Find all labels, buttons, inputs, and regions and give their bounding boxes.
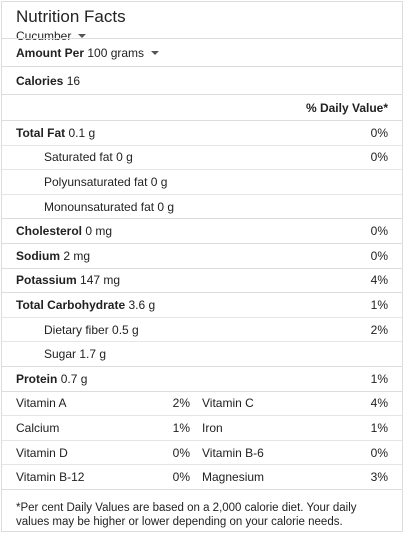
vitamin-name: Vitamin C: [202, 396, 254, 411]
nutrient-percent: 1%: [370, 371, 388, 386]
vitamin-name: Vitamin B-12: [16, 470, 85, 485]
nutrient-name: Cholesterol: [16, 224, 83, 239]
nutrient-name: Potassium: [16, 273, 77, 288]
nutrient-amount: 0 g: [116, 150, 133, 165]
vitamin-name: Magnesium: [202, 470, 265, 485]
vitamin-percent: 3%: [370, 470, 388, 485]
vitamin-percent: 0%: [370, 445, 388, 460]
nutrient-name: Polyunsaturated fat: [44, 174, 148, 189]
vitamin-name: Calcium: [16, 420, 60, 435]
vitamin-name: Vitamin A: [16, 396, 67, 411]
nutrient-percent: 0%: [370, 248, 388, 263]
vitamin-row: Vitamin D 0% Vitamin B-6 0%: [2, 439, 402, 465]
nutrient-percent: 0%: [370, 125, 388, 140]
serving-size-dropdown[interactable]: 100 grams: [87, 45, 160, 60]
vitamin-name: Vitamin B-6: [202, 445, 264, 460]
vitamin-percent: 0%: [172, 470, 190, 485]
vitamin-name: Vitamin D: [16, 445, 68, 460]
vitamin-percent: 4%: [370, 396, 388, 411]
nutrient-row-monounsaturated-fat: Monounsaturated fat 0 g: [2, 193, 402, 219]
nutrient-row-potassium: Potassium 147 mg 4%: [2, 267, 402, 293]
nutrient-amount: 0 mg: [85, 224, 113, 239]
calories-value: 16: [66, 73, 81, 88]
vitamin-row: Calcium 1% Iron 1%: [2, 415, 402, 440]
nutrient-percent: 0%: [370, 224, 388, 239]
panel-title: Nutrition Facts: [16, 7, 126, 26]
nutrient-percent: 0%: [370, 150, 388, 165]
serving-size-label: 100 grams: [87, 45, 145, 60]
nutrient-row-total-carbohydrate: Total Carbohydrate 3.6 g 1%: [2, 292, 402, 317]
chevron-down-icon: [151, 50, 160, 55]
vitamin-name: Iron: [202, 420, 223, 435]
nutrient-percent: 1%: [370, 297, 388, 312]
nutrient-amount: 2 mg: [63, 248, 91, 263]
nutrient-name: Dietary fiber: [44, 322, 109, 337]
chevron-down-icon: [78, 34, 87, 38]
vitamin-percent: 1%: [172, 420, 190, 435]
amount-per-label: Amount Per: [16, 45, 85, 60]
nutrient-name: Sodium: [16, 248, 60, 263]
nutrient-amount: 0 g: [150, 174, 168, 189]
vitamin-percent: 2%: [172, 396, 190, 411]
nutrient-amount: 1.7 g: [79, 347, 107, 362]
nutrient-row-cholesterol: Cholesterol 0 mg 0%: [2, 218, 402, 243]
calories-label: Calories: [16, 73, 64, 88]
nutrition-header: Nutrition Facts Cucumber: [2, 2, 402, 43]
nutrient-amount: 0.5 g: [112, 322, 139, 337]
nutrient-percent: 2%: [370, 322, 388, 337]
nutrient-amount: 147 mg: [80, 273, 121, 288]
nutrient-name: Monounsaturated fat: [44, 199, 155, 214]
nutrient-percent: 4%: [370, 273, 388, 288]
nutrient-row-sodium: Sodium 2 mg 0%: [2, 242, 402, 268]
vitamin-percent: 1%: [370, 420, 388, 435]
nutrient-row-saturated-fat: Saturated fat 0 g 0%: [2, 144, 402, 170]
nutrient-name: Sugar: [44, 347, 77, 362]
nutrient-name: Total Carbohydrate: [16, 297, 126, 312]
nutrient-row-total-fat: Total Fat 0.1 g 0%: [2, 120, 402, 145]
nutrient-row-polyunsaturated-fat: Polyunsaturated fat 0 g: [2, 169, 402, 194]
nutrient-amount: 0.1 g: [68, 125, 96, 140]
nutrient-name: Total Fat: [16, 125, 66, 140]
vitamin-row: Vitamin A 2% Vitamin C 4%: [2, 390, 402, 416]
daily-value-header: % Daily Value*: [2, 94, 402, 120]
nutrient-amount: 0 g: [157, 199, 175, 214]
food-selector-label: Cucumber: [16, 29, 72, 43]
daily-value-footnote: *Per cent Daily Values are based on a 2,…: [2, 488, 402, 529]
calories-row: Calories 16: [2, 66, 402, 94]
vitamin-row: Vitamin B-12 0% Magnesium 3%: [2, 464, 402, 489]
vitamin-percent: 0%: [172, 445, 190, 460]
nutrient-name: Saturated fat: [44, 150, 113, 165]
amount-per-row: Amount Per 100 grams: [2, 38, 402, 66]
nutrient-row-protein: Protein 0.7 g 1%: [2, 365, 402, 391]
nutrient-amount: 3.6 g: [128, 297, 156, 312]
nutrient-row-dietary-fiber: Dietary fiber 0.5 g 2%: [2, 316, 402, 342]
nutrient-amount: 0.7 g: [60, 371, 88, 386]
food-selector-dropdown[interactable]: Cucumber: [16, 29, 87, 43]
nutrient-name: Protein: [16, 371, 58, 386]
nutrient-row-sugar: Sugar 1.7 g: [2, 341, 402, 366]
